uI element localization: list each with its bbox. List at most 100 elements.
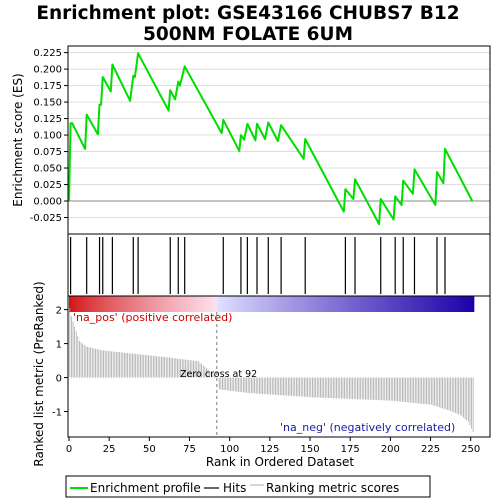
color-bar-cell (385, 296, 388, 312)
color-bar-cell (284, 296, 287, 312)
metric-x-tick-label: 0 (66, 444, 72, 455)
color-bar-cell (72, 296, 75, 312)
metric-y-tick-label: 1 (56, 340, 62, 351)
color-bar-cell (160, 296, 163, 312)
color-bar-cell (223, 296, 226, 312)
color-bar-cell (417, 296, 420, 312)
color-bar-cell (189, 296, 192, 312)
color-bar-cell (88, 296, 91, 312)
color-bar-cell (303, 296, 306, 312)
es-y-tick-label: 0.075 (33, 147, 62, 158)
legend-ranking-label: Ranking metric scores (266, 481, 399, 495)
color-bar-cell (462, 296, 465, 312)
color-bar-cell (252, 296, 255, 312)
color-bar-cell (248, 296, 251, 312)
color-bar-cell (218, 296, 221, 312)
color-bar-cell (355, 296, 358, 312)
color-bar-cell (340, 296, 343, 312)
color-bar-cell (371, 296, 374, 312)
color-bar-cell (372, 296, 375, 312)
color-bar-cell (202, 296, 205, 312)
color-bar-cell (461, 296, 464, 312)
color-bar-cell (258, 296, 261, 312)
legend-box (65, 475, 431, 498)
color-bar-cell (351, 296, 354, 312)
color-bar-cell (115, 296, 118, 312)
color-bar-cell (285, 296, 288, 312)
legend-enrichment-label: Enrichment profile (90, 481, 201, 495)
color-bar-cell (332, 296, 335, 312)
metric-y-tick-label: -1 (52, 408, 62, 419)
color-bar-cell (364, 296, 367, 312)
color-bar-cell (221, 296, 224, 312)
color-bar-cell (144, 296, 147, 312)
color-bar-cell (464, 296, 467, 312)
color-bar-cell (287, 296, 290, 312)
color-bar-cell (176, 296, 179, 312)
color-bar-cell (130, 296, 133, 312)
metric-x-tick-label: 75 (183, 444, 196, 455)
color-bar-cell (342, 296, 345, 312)
color-bar-cell (273, 296, 276, 312)
color-bar-cell (445, 296, 448, 312)
legend: Enrichment profile Hits Ranking metric s… (65, 475, 431, 498)
color-bar-cell (77, 296, 80, 312)
color-bar-cell (361, 296, 364, 312)
color-bar-cell (398, 296, 401, 312)
color-bar-cell (319, 296, 322, 312)
color-bar-cell (131, 296, 134, 312)
color-bar-cell (443, 296, 446, 312)
hits-panel-border (67, 233, 491, 297)
metric-x-tick-label: 225 (421, 444, 440, 455)
color-bar-cell (406, 296, 409, 312)
color-bar-cell (89, 296, 92, 312)
color-bar-cell (425, 296, 428, 312)
color-bar-cell (457, 296, 460, 312)
enrichment-score-panel: -0.025 0.000 0.025 0.050 0.075 0.100 0.125 0.15… (11, 45, 491, 235)
color-bar-cell (105, 296, 108, 312)
es-y-axis-label: Enrichment score (ES) (11, 73, 25, 206)
color-bar-cell (136, 296, 139, 312)
metric-y-axis-ticks: 2 1 0 -1 (52, 306, 68, 419)
color-bar-cell (244, 296, 247, 312)
hits-panel (67, 233, 491, 297)
color-bar-cell (163, 296, 166, 312)
color-bar-cell (134, 296, 137, 312)
color-bar-cell (147, 296, 150, 312)
color-bar-cell (281, 296, 284, 312)
color-bar-cell (350, 296, 353, 312)
color-bar-cell (414, 296, 417, 312)
color-bar-cell (271, 296, 274, 312)
color-bar-cell (118, 296, 121, 312)
color-bar-cell (78, 296, 81, 312)
color-bar-cell (276, 296, 279, 312)
color-bar-cell (314, 296, 317, 312)
color-bar-cell (446, 296, 449, 312)
color-bar-cell (337, 296, 340, 312)
color-bar-cell (194, 296, 197, 312)
color-bar-cell (297, 296, 300, 312)
color-bar-cell (228, 296, 231, 312)
color-bar-cell (400, 296, 403, 312)
color-bar-cell (81, 296, 84, 312)
color-bar-cell (346, 296, 349, 312)
metric-y-axis-label: Ranked list metric (PreRanked) (32, 281, 46, 466)
color-bar-cell (104, 296, 107, 312)
color-bar-cell (261, 296, 264, 312)
color-bar-cell (430, 296, 433, 312)
color-bar-cell (356, 296, 359, 312)
color-bar-cell (321, 296, 324, 312)
color-bar-cell (363, 296, 366, 312)
color-bar-cell (97, 296, 100, 312)
color-bar-cell (229, 296, 232, 312)
color-bar-cell (192, 296, 195, 312)
color-bar-cell (173, 296, 176, 312)
legend-hits-label: Hits (223, 481, 246, 495)
color-bar-cell (395, 296, 398, 312)
color-bar-cell (70, 296, 73, 312)
color-bar-cell (382, 296, 385, 312)
color-bar-cell (93, 296, 96, 312)
color-bar-cell (142, 296, 145, 312)
color-bar-cell (469, 296, 472, 312)
